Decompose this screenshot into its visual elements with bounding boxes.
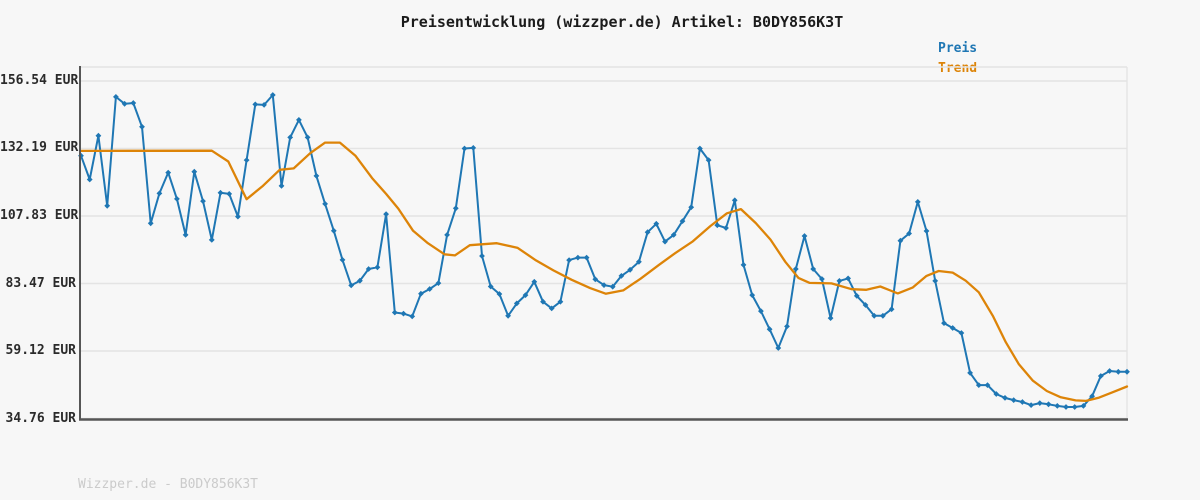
y-axis-tick-label: 34.76 EUR [5,410,76,426]
y-axis-tick-label: 132.19 EUR [0,140,79,156]
trend-line [79,141,1129,403]
legend-trend-label: Trend [938,61,978,76]
y-axis-tick-label: 59.12 EUR [5,342,76,358]
y-axis-tick-label: 156.54 EUR [0,73,79,88]
y-axis-tick-label: 83.47 EUR [5,275,76,291]
chart-title: Preisentwicklung (wizzper.de) Artikel: B… [400,13,844,31]
legend-preis-label: Preis [938,41,978,56]
price-line [80,94,1128,408]
y-axis-tick-label: 107.83 EUR [0,207,79,223]
chart-legend: Preis Trend [938,39,977,79]
price-markers [78,92,1130,410]
watermark: Wizzper.de - B0DY856K3T [78,477,259,492]
